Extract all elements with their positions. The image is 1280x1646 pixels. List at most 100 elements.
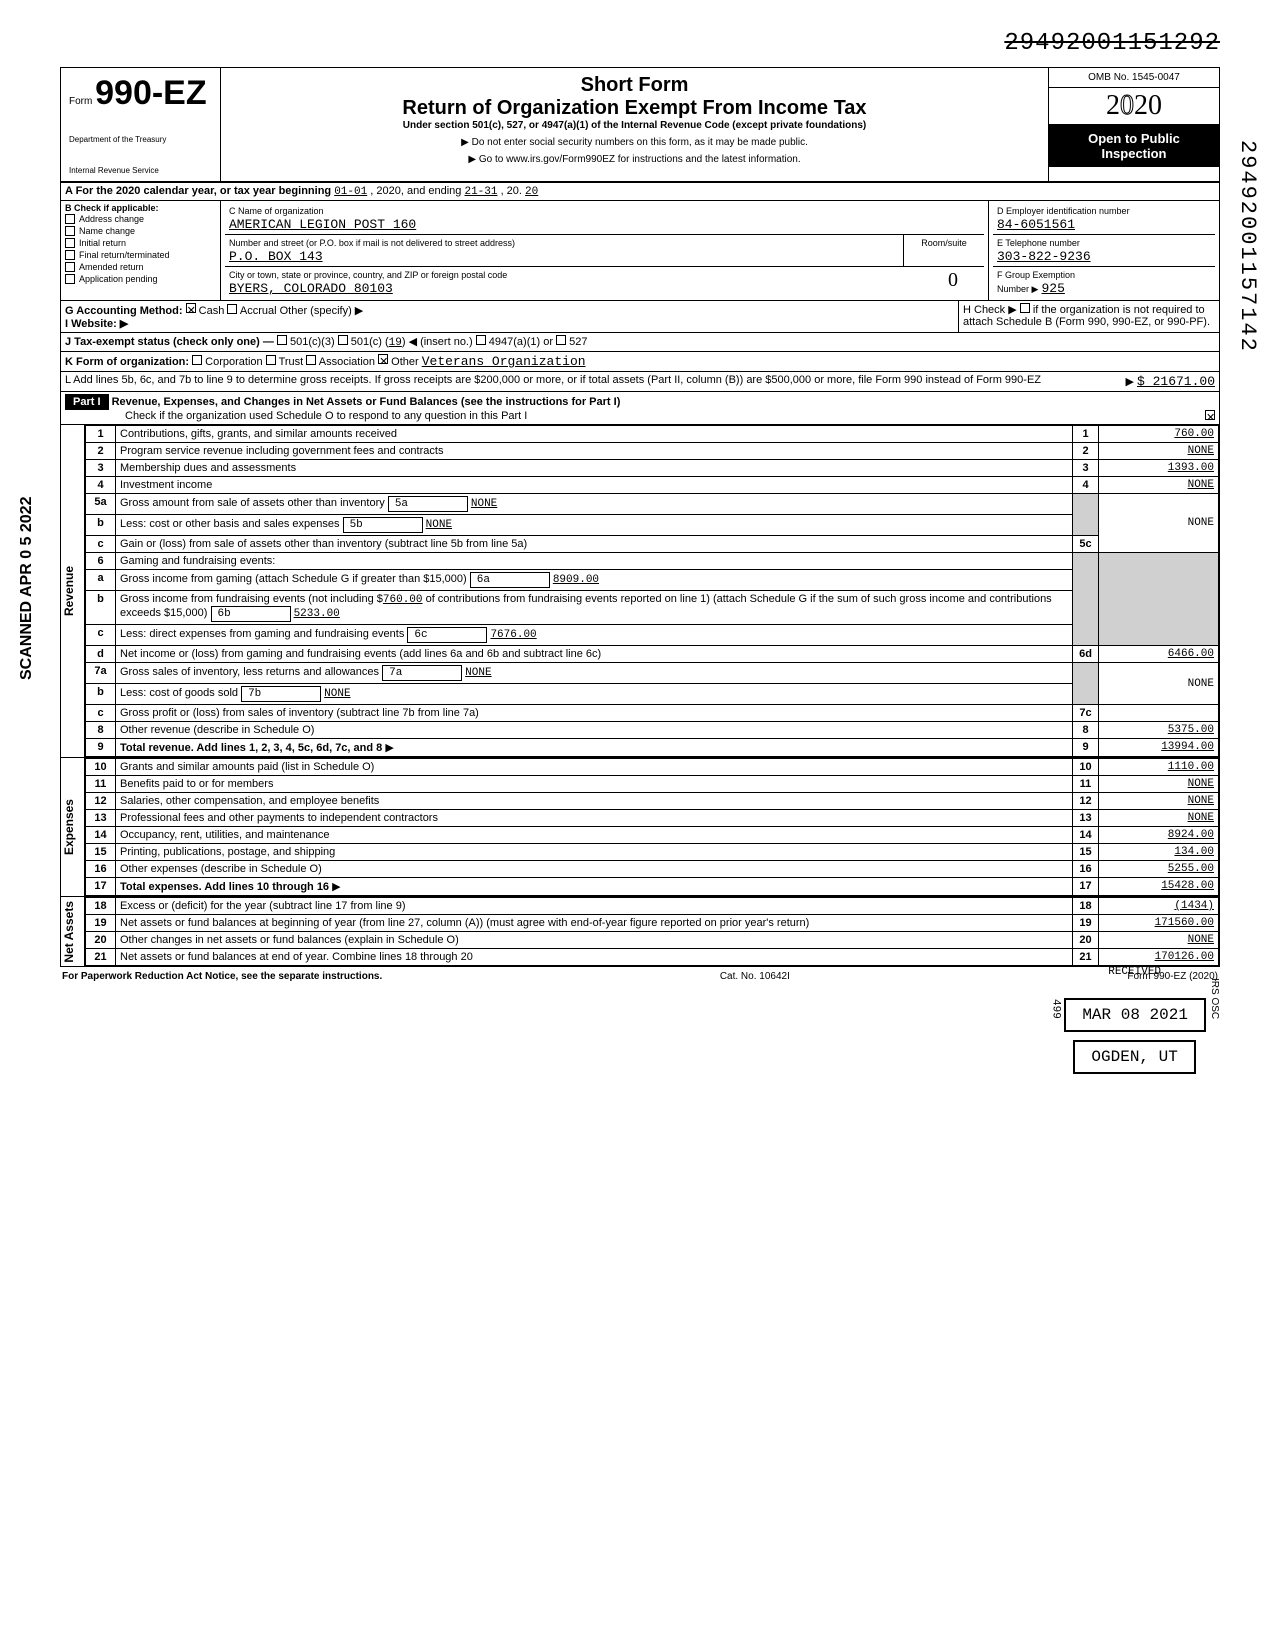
checkbox-final[interactable]: [65, 250, 75, 260]
year-d2: 0: [1120, 90, 1134, 121]
i-label: I Website: ▶: [65, 318, 128, 330]
checkbox-initial[interactable]: [65, 238, 75, 248]
line6b-bv: 5233.00: [294, 608, 340, 620]
dept-irs: Internal Revenue Service: [69, 166, 212, 175]
checkbox-name[interactable]: [65, 226, 75, 236]
stamp-date: MAR 08 2021: [1064, 998, 1206, 1032]
revenue-table: 1Contributions, gifts, grants, and simil…: [85, 425, 1219, 757]
b-item-3: Final return/terminated: [79, 250, 170, 260]
expenses-label: Expenses: [62, 799, 84, 855]
checkbox-527[interactable]: [556, 335, 566, 345]
line7a-box: 7a: [382, 665, 462, 681]
line3-text: Membership dues and assessments: [120, 462, 296, 474]
document-number: 29492001151292: [60, 30, 1220, 57]
netassets-section: Net Assets 18Excess or (deficit) for the…: [60, 897, 1220, 967]
f-label: F Group Exemption: [997, 270, 1075, 280]
tax-year: 2020: [1049, 88, 1219, 125]
part1-check-label: Check if the organization used Schedule …: [65, 410, 527, 422]
b-item-1: Name change: [79, 226, 135, 236]
line-l: L Add lines 5b, 6c, and 7b to line 9 to …: [60, 372, 1220, 392]
b-item-2: Initial return: [79, 238, 126, 248]
checkbox-address[interactable]: [65, 214, 75, 224]
checkbox-assoc[interactable]: [306, 355, 316, 365]
checkbox-amended[interactable]: [65, 262, 75, 272]
open-line2: Inspection: [1053, 146, 1215, 161]
f-label2: Number ▶: [997, 284, 1038, 294]
omb-number: OMB No. 1545-0047: [1049, 68, 1219, 88]
checkbox-501c3[interactable]: [277, 335, 287, 345]
org-city: BYERS, COLORADO 80103: [229, 281, 393, 296]
checkbox-trust[interactable]: [266, 355, 276, 365]
netassets-label: Net Assets: [62, 901, 84, 963]
line6c-bv: 7676.00: [490, 629, 536, 641]
footer-mid: Cat. No. 10642I: [720, 971, 790, 982]
line5a-text: Gross amount from sale of assets other t…: [120, 497, 385, 509]
line7c-val-combined: NONE: [1099, 663, 1219, 705]
line20-val: NONE: [1099, 932, 1219, 949]
part1-title: Revenue, Expenses, and Changes in Net As…: [112, 396, 621, 408]
line5b-text: Less: cost or other basis and sales expe…: [120, 518, 340, 530]
j-c: 4947(a)(1) or: [489, 336, 553, 348]
line-a-yr-label: , 20.: [501, 185, 522, 197]
scanned-stamp: SCANNED APR 0 5 2022: [18, 497, 36, 680]
form-note-url: ▶ Go to www.irs.gov/Form990EZ for instru…: [231, 154, 1038, 165]
b-label: B Check if applicable:: [65, 203, 159, 213]
open-line1: Open to Public: [1053, 131, 1215, 146]
checkbox-pending[interactable]: [65, 274, 75, 284]
checkbox-h[interactable]: [1020, 303, 1030, 313]
line7a-bv: NONE: [465, 667, 491, 679]
line14-text: Occupancy, rent, utilities, and maintena…: [120, 829, 330, 841]
city-label: City or town, state or province, country…: [229, 270, 507, 280]
line3-val: 1393.00: [1099, 460, 1219, 477]
checkbox-corp[interactable]: [192, 355, 202, 365]
line12-val: NONE: [1099, 793, 1219, 810]
checkbox-501c[interactable]: [338, 335, 348, 345]
line9-text: Total revenue. Add lines 1, 2, 3, 4, 5c,…: [120, 742, 382, 754]
form-prefix: Form: [69, 96, 92, 107]
checkbox-cash[interactable]: ✕: [186, 303, 196, 313]
line2-val: NONE: [1099, 443, 1219, 460]
irs-stamps: RECEIVED 499 MAR 08 2021 IRS OSC OGDEN, …: [60, 966, 1220, 1074]
line5a-bv: NONE: [471, 498, 497, 510]
part1-header: Part I Revenue, Expenses, and Changes in…: [60, 392, 1220, 425]
section-def: D Employer identification number 84-6051…: [989, 201, 1219, 300]
line16-val: 5255.00: [1099, 861, 1219, 878]
j-bc: ) ◀ (insert no.): [402, 336, 473, 348]
l-value: $ 21671.00: [1137, 374, 1215, 389]
line6-text: Gaming and fundraising events:: [120, 555, 275, 567]
line12-text: Salaries, other compensation, and employ…: [120, 795, 379, 807]
checkbox-other[interactable]: ✕: [378, 354, 388, 364]
room-label: Room/suite: [921, 238, 967, 248]
line-j: J Tax-exempt status (check only one) — 5…: [60, 333, 1220, 352]
line5b-bv: NONE: [426, 519, 452, 531]
line-g-h: G Accounting Method: ✕ Cash Accrual Othe…: [60, 301, 1220, 333]
j-b: 501(c) (: [351, 336, 389, 348]
line15-text: Printing, publications, postage, and shi…: [120, 846, 335, 858]
k-d: Other: [391, 356, 419, 368]
k-label: K Form of organization:: [65, 356, 189, 368]
line13-text: Professional fees and other payments to …: [120, 812, 438, 824]
short-form-label: Short Form: [231, 74, 1038, 97]
org-info-block: B Check if applicable: Address change Na…: [60, 201, 1220, 301]
line14-val: 8924.00: [1099, 827, 1219, 844]
checkbox-4947[interactable]: [476, 335, 486, 345]
line16-text: Other expenses (describe in Schedule O): [120, 863, 322, 875]
revenue-section: Revenue 1Contributions, gifts, grants, a…: [60, 425, 1220, 758]
stamp-code: 499: [1049, 999, 1061, 1019]
c-label: C Name of organization: [229, 206, 324, 216]
line19-val: 171560.00: [1099, 915, 1219, 932]
checkbox-schedule-o[interactable]: ✕: [1205, 410, 1215, 420]
form-number: 990-EZ: [95, 74, 207, 112]
line6d-text: Net income or (loss) from gaming and fun…: [120, 648, 601, 660]
line13-val: NONE: [1099, 810, 1219, 827]
stamp-ogden: OGDEN, UT: [1073, 1040, 1195, 1074]
line5a-box: 5a: [388, 496, 468, 512]
line7b-text: Less: cost of goods sold: [120, 687, 238, 699]
line8-text: Other revenue (describe in Schedule O): [120, 724, 314, 736]
line-a-begin: 01-01: [334, 186, 367, 198]
line17-val: 15428.00: [1099, 878, 1219, 896]
form-header: Form 990-EZ Department of the Treasury I…: [60, 67, 1220, 183]
checkbox-accrual[interactable]: [227, 304, 237, 314]
line6b-text: Gross income from fundraising events (no…: [120, 593, 383, 605]
org-street: P.O. BOX 143: [229, 249, 323, 264]
